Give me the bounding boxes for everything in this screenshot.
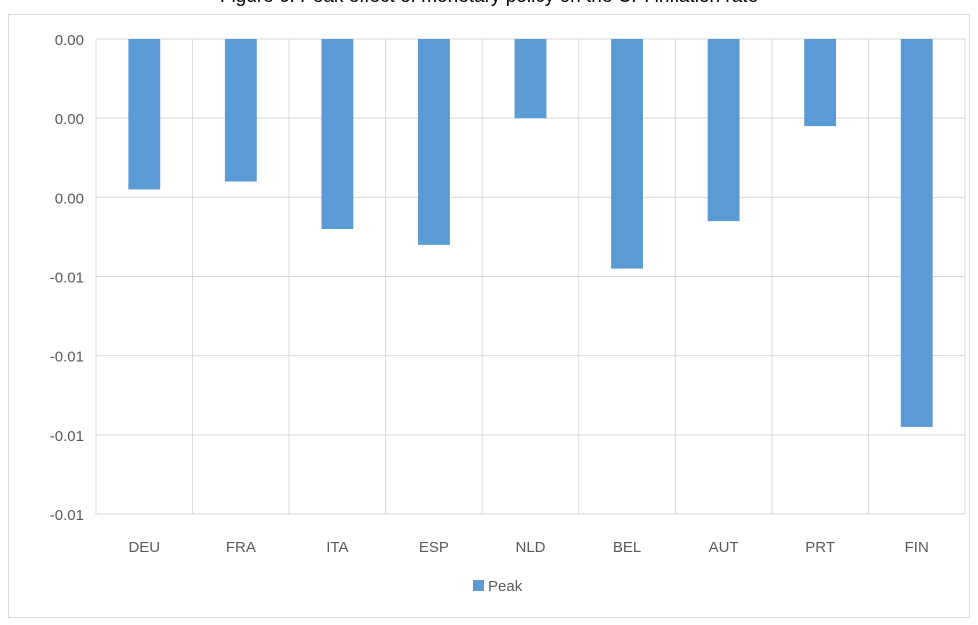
bar-deu: [128, 39, 161, 190]
x-tick-label: FRA: [226, 539, 256, 556]
y-tick-label: 0.00: [55, 32, 84, 49]
x-tick-label: BEL: [613, 539, 641, 556]
y-tick-label: -0.01: [50, 349, 84, 366]
legend-swatch: [473, 580, 484, 591]
y-tick-label: -0.01: [50, 270, 84, 287]
bar-esp: [418, 39, 450, 245]
bar-fin: [900, 39, 933, 427]
x-tick-label: NLD: [515, 539, 545, 556]
bar-fra: [224, 39, 257, 182]
x-tick-label: PRT: [805, 539, 835, 556]
x-tick-label: DEU: [128, 539, 160, 556]
y-tick-label: 0.00: [55, 190, 84, 207]
x-axis-tick-labels: DEU FRA ITA ESP NLD BEL AUT PRT FIN: [128, 539, 928, 556]
bar-prt: [804, 39, 837, 127]
bar-bel: [611, 39, 643, 269]
bar-aut: [707, 39, 740, 222]
bar-ita: [321, 39, 354, 229]
x-tick-label: ESP: [419, 539, 449, 556]
y-tick-label: -0.01: [50, 507, 84, 524]
x-tick-label: FIN: [905, 539, 929, 556]
bar-nld: [514, 39, 547, 119]
x-tick-label: ITA: [326, 539, 348, 556]
legend: Peak: [473, 578, 523, 595]
y-axis-tick-labels: 0.00 0.00 0.00 -0.01 -0.01 -0.01 -0.01: [50, 32, 84, 524]
y-tick-label: -0.01: [50, 428, 84, 445]
x-tick-label: AUT: [709, 539, 739, 556]
bars: [128, 39, 933, 427]
chart-title: Figure 6: Peak effect of monetary policy…: [0, 0, 978, 8]
legend-label: Peak: [488, 578, 523, 595]
y-tick-label: 0.00: [55, 111, 84, 128]
